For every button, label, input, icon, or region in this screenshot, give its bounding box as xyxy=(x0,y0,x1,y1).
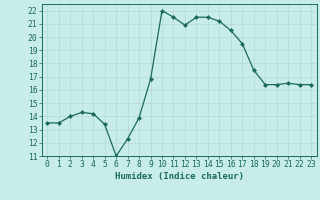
X-axis label: Humidex (Indice chaleur): Humidex (Indice chaleur) xyxy=(115,172,244,181)
